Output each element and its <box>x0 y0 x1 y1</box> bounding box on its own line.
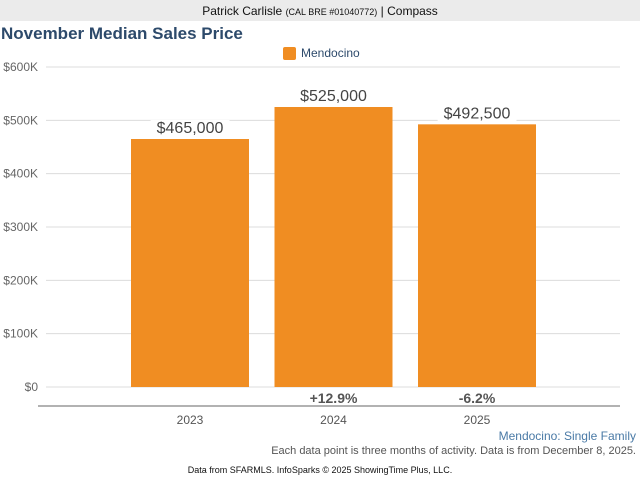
x-tick-label: 2023 <box>177 413 204 427</box>
chart-title: November Median Sales Price <box>1 24 243 43</box>
data-label: $525,000 <box>300 88 367 105</box>
agent-name: Patrick Carlisle <box>202 4 283 18</box>
x-tick-label: 2024 <box>320 413 347 427</box>
data-label-background <box>150 120 230 137</box>
change-label: -6.2% <box>459 390 496 406</box>
bar <box>274 107 393 387</box>
legend-swatch <box>283 46 296 60</box>
source-note: Data from SFARMLS. InfoSparks © 2025 Sho… <box>187 465 453 475</box>
bars <box>131 107 536 387</box>
change-label: +12.9% <box>310 390 358 406</box>
y-tick-label: $100K <box>3 327 38 341</box>
x-tick-label: 2025 <box>464 413 491 427</box>
x-axis-ticks: 2023 2024 2025 <box>177 413 491 427</box>
data-label-background <box>437 105 517 123</box>
y-axis-ticks: $0 $100K $200K $300K $400K $500K $600K <box>3 60 38 394</box>
series-note: Mendocino: Single Family <box>498 429 636 443</box>
bar <box>418 124 536 387</box>
y-tick-label: $0 <box>25 380 39 394</box>
legend-label: Mendocino <box>301 46 360 60</box>
header-bar: Patrick Carlisle (CAL BRE #01040772) | C… <box>0 0 640 21</box>
data-label-background <box>294 88 373 105</box>
y-tick-label: $500K <box>3 113 38 127</box>
separator: | <box>380 4 384 18</box>
legend[interactable]: Mendocino <box>283 46 360 60</box>
change-labels: +12.9% -6.2% <box>310 390 496 406</box>
data-label: $492,500 <box>444 105 511 122</box>
y-tick-label: $600K <box>3 60 38 74</box>
y-tick-label: $400K <box>3 167 38 181</box>
activity-note: Each data point is three months of activ… <box>271 445 636 457</box>
y-tick-label: $200K <box>3 273 38 287</box>
brokerage-name: Compass <box>387 4 438 18</box>
y-tick-label: $300K <box>3 220 38 234</box>
data-labels: $465,000 $525,000 $492,500 <box>150 88 517 137</box>
bar <box>131 139 249 387</box>
license-number: (CAL BRE #01040772) <box>285 7 378 17</box>
data-label: $465,000 <box>157 120 224 137</box>
